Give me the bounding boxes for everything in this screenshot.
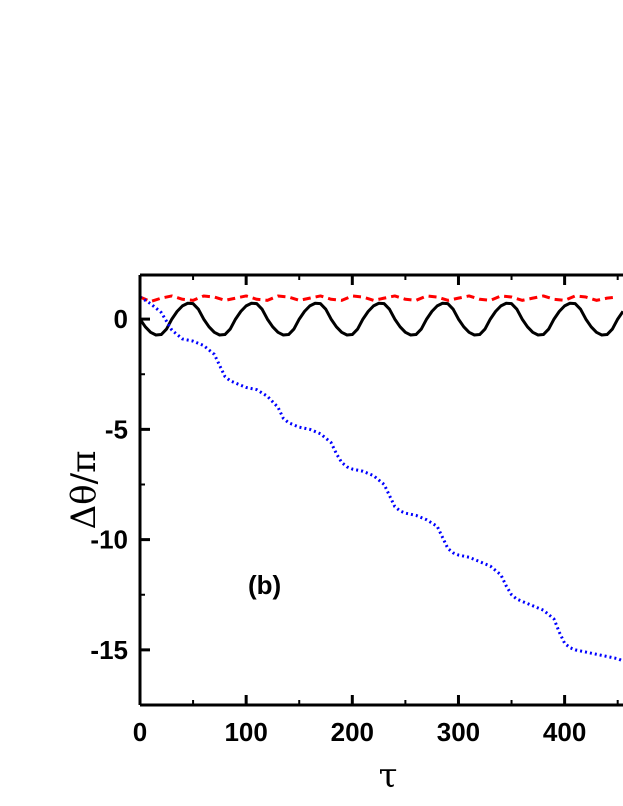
y-axis-title: Δθ/π [64, 451, 104, 530]
series-line-2 [140, 301, 623, 337]
series-line-3 [140, 295, 623, 663]
y-tick-label: -15 [90, 635, 128, 665]
x-tick-label: 400 [543, 717, 586, 747]
y-tick-label: -10 [90, 525, 128, 555]
x-tick-label: 300 [437, 717, 480, 747]
x-tick-label: 0 [133, 717, 147, 747]
labels-layer: (b) τ Δθ/π [64, 451, 397, 796]
panel-annotation: (b) [248, 570, 281, 600]
x-tick-label: 200 [331, 717, 374, 747]
series-line-1 [140, 294, 618, 303]
series-layer [140, 294, 623, 663]
y-tick-label: 0 [114, 304, 128, 334]
x-tick-label: 100 [224, 717, 267, 747]
axes-layer: 0 100 200 300 400 0 -5 -10 -15 [90, 273, 623, 747]
x-axis-title: τ [379, 756, 398, 796]
y-tick-label: -5 [105, 414, 128, 444]
